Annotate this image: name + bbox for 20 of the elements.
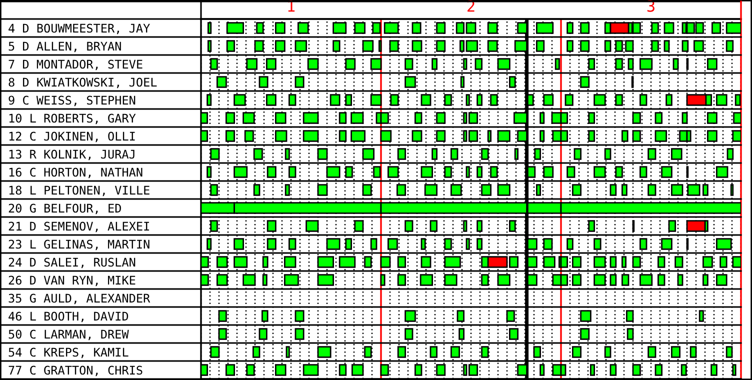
y-tick-label: 54 C KREPS, KAMIL (8, 348, 128, 358)
y-tick-label: 21 D SEMENOV, ALEXEI (8, 222, 149, 232)
y-tick-label: 26 D VAN RYN, MIKE (8, 276, 136, 286)
y-tick-label: 23 L GELINAS, MARTIN (8, 240, 150, 250)
y-tick-label: 77 C GRATTON, CHRIS (8, 366, 142, 376)
y-tick-label: 16 C HORTON, NATHAN (9, 168, 142, 178)
y-tick-label: 8 D KWIATKOWSKI, JOEL (8, 78, 157, 88)
y-tick-label: 50 C LARMAN, DREW (8, 330, 129, 340)
y-tick-label: 13 R KOLNIK, JURAJ (9, 150, 134, 160)
y-tick-label: 20 G BELFOUR, ED (8, 204, 121, 214)
y-tick-label: 18 L PELTONEN, VILLE (9, 186, 150, 196)
y-tick-label: 24 D SALEI, RUSLAN (8, 258, 136, 268)
y-tick-label: 9 C WEISS, STEPHEN (8, 96, 136, 106)
y-tick-label: 10 L ROBERTS, GARY (9, 114, 136, 124)
y-tick-label: 5 D ALLEN, BRYAN (8, 42, 121, 52)
y-tick-label: 4 D BOUWMEESTER, JAY (8, 24, 150, 34)
y-tick-label: 12 C JOKINEN, OLLI (9, 132, 135, 142)
y-tick-label: 35 G AULD, ALEXANDER (8, 294, 150, 304)
y-tick-label: 46 L BOOTH, DAVID (8, 312, 128, 322)
y-tick-label: 7 D MONTADOR, STEVE (8, 60, 142, 70)
